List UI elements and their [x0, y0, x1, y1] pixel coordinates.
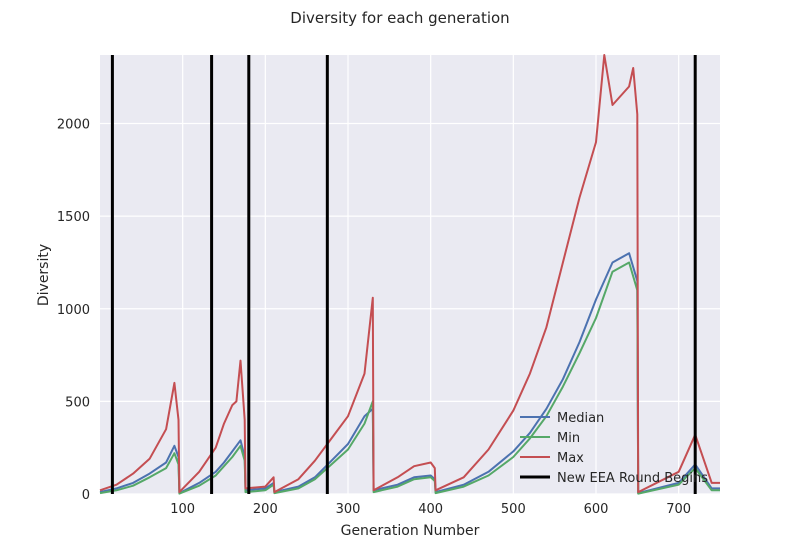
- chart-title: Diversity for each generation: [290, 9, 509, 27]
- x-tick-label: 300: [336, 502, 361, 517]
- grid-lines: [100, 55, 720, 495]
- x-tick-label: 600: [584, 502, 609, 517]
- series-layer: [99, 54, 720, 495]
- series-line-max: [99, 54, 720, 494]
- y-tick-label: 500: [65, 395, 90, 410]
- y-tick-label: 2000: [57, 118, 90, 133]
- round-lines: [110, 55, 697, 494]
- legend-label: Median: [557, 411, 604, 426]
- legend: Median Min Max New EEA Round Begins: [520, 411, 708, 486]
- legend-label: Max: [557, 451, 584, 466]
- y-tick-label: 1000: [57, 303, 90, 318]
- plot-area: [100, 55, 720, 494]
- legend-label: New EEA Round Begins: [557, 471, 708, 486]
- legend-label: Min: [557, 431, 580, 446]
- x-axis-label: Generation Number: [341, 523, 480, 539]
- tick-labels: 100 200 300 400 500 600 700 0 500 1000 1500 2000: [57, 118, 691, 517]
- x-tick-label: 400: [418, 502, 443, 517]
- x-tick-label: 500: [501, 502, 526, 517]
- x-tick-label: 100: [170, 502, 195, 517]
- y-axis-label: Diversity: [36, 244, 52, 306]
- y-tick-label: 0: [82, 488, 90, 503]
- x-tick-label: 200: [253, 502, 278, 517]
- y-tick-label: 1500: [57, 210, 90, 225]
- x-tick-label: 700: [666, 502, 691, 517]
- series-line-min: [99, 261, 720, 495]
